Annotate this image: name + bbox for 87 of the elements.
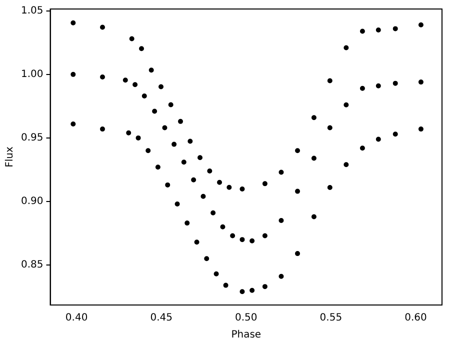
point xyxy=(278,170,284,175)
x-tick-label: 0.40 xyxy=(65,312,88,324)
point xyxy=(311,214,316,220)
y-axis-title: Flux xyxy=(4,146,16,168)
point xyxy=(262,181,268,186)
point xyxy=(100,126,105,132)
x-tick-label: 0.55 xyxy=(320,312,342,324)
point xyxy=(168,102,174,108)
point xyxy=(295,251,300,256)
x-axis-title: Phase xyxy=(231,330,262,341)
point xyxy=(191,177,196,182)
x-tick-label: 0.60 xyxy=(404,312,427,324)
point xyxy=(360,146,365,151)
point xyxy=(214,271,219,276)
point xyxy=(181,160,186,165)
point xyxy=(100,24,105,30)
point xyxy=(146,148,151,154)
point xyxy=(344,162,349,168)
point xyxy=(200,194,206,199)
y-tick-label: 0.95 xyxy=(21,132,44,144)
point xyxy=(327,78,332,84)
point xyxy=(262,284,268,290)
point xyxy=(418,80,424,85)
y-tick-label: 0.90 xyxy=(21,196,44,208)
point xyxy=(178,118,184,124)
point xyxy=(376,136,381,142)
point xyxy=(295,148,300,154)
point xyxy=(204,256,210,262)
point xyxy=(226,184,232,190)
point xyxy=(376,83,381,88)
point xyxy=(188,138,193,144)
point xyxy=(158,84,164,90)
point xyxy=(360,28,365,34)
point xyxy=(344,102,349,108)
point xyxy=(230,233,236,238)
point xyxy=(220,224,226,230)
point xyxy=(418,126,424,132)
point xyxy=(210,210,216,216)
point xyxy=(152,108,158,114)
point xyxy=(165,182,170,188)
point xyxy=(418,22,424,28)
point xyxy=(122,78,128,83)
point xyxy=(70,121,76,126)
point xyxy=(155,164,160,170)
point xyxy=(327,184,332,190)
point xyxy=(100,74,105,80)
point xyxy=(132,82,138,88)
point xyxy=(240,186,245,192)
point xyxy=(392,80,398,86)
point xyxy=(142,94,147,99)
y-tick-label: 0.85 xyxy=(21,260,44,271)
point xyxy=(126,130,132,136)
point xyxy=(327,125,332,130)
point xyxy=(223,282,228,288)
point xyxy=(311,115,316,120)
point xyxy=(174,202,180,207)
point xyxy=(278,274,284,279)
point xyxy=(70,72,76,77)
point xyxy=(184,220,190,226)
point xyxy=(311,156,316,161)
point xyxy=(217,180,222,185)
point xyxy=(207,168,212,174)
point xyxy=(295,188,300,194)
x-tick-label: 0.50 xyxy=(235,312,258,324)
x-tick-label: 0.45 xyxy=(150,312,172,324)
point xyxy=(194,240,200,245)
point xyxy=(148,68,154,73)
point xyxy=(70,20,76,26)
point xyxy=(240,289,245,294)
y-tick-label: 1.00 xyxy=(21,69,44,80)
point xyxy=(344,45,349,50)
point xyxy=(139,46,144,52)
point xyxy=(392,26,398,32)
point xyxy=(129,36,134,42)
point xyxy=(262,233,268,238)
point xyxy=(172,142,177,147)
point xyxy=(278,218,284,224)
point xyxy=(392,132,398,137)
point xyxy=(198,155,203,160)
point xyxy=(360,86,365,91)
point xyxy=(376,27,381,32)
point xyxy=(136,135,141,140)
y-tick-label: 1.05 xyxy=(21,6,44,16)
point xyxy=(250,288,255,293)
point xyxy=(240,237,245,242)
point xyxy=(162,125,168,130)
point xyxy=(250,238,255,244)
